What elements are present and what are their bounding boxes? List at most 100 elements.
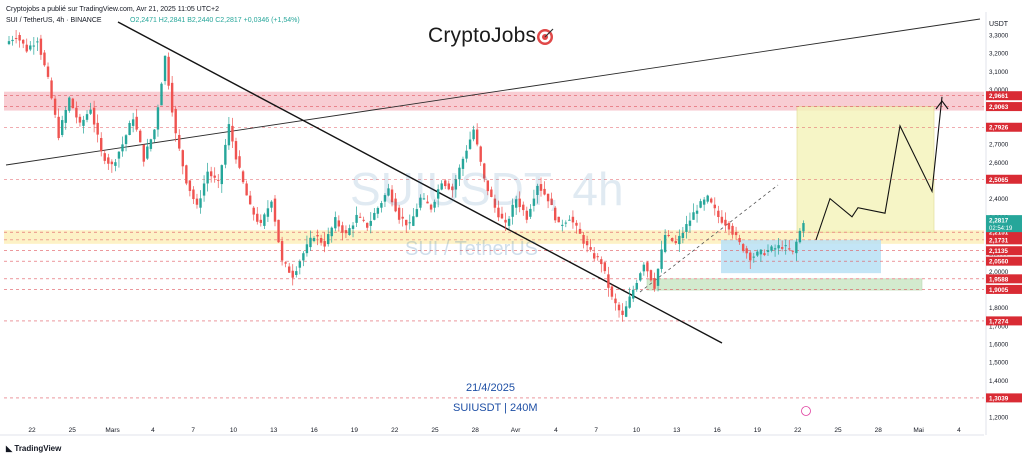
candle-body — [64, 110, 67, 123]
candle-body — [220, 165, 223, 185]
candle-body — [82, 119, 85, 126]
candle-body — [245, 183, 248, 196]
candle-body — [475, 129, 479, 145]
candle-body — [78, 116, 82, 123]
candle-body — [702, 199, 706, 205]
candle-body — [447, 183, 450, 190]
price-tick-label: 1,7000 — [989, 323, 1009, 330]
price-tick-label: 2,6000 — [989, 160, 1009, 167]
candle-body — [75, 107, 78, 118]
candle-body — [397, 207, 401, 220]
time-tick-label: 16 — [713, 427, 721, 434]
candle-body — [667, 234, 670, 236]
candle-body — [139, 130, 142, 143]
candle-body — [600, 259, 603, 265]
candle-body — [337, 220, 341, 227]
candle-body — [107, 157, 110, 164]
candle-body — [362, 219, 365, 221]
candle-body — [234, 141, 238, 160]
time-tick-label: 25 — [834, 427, 842, 434]
candle-body — [656, 268, 660, 286]
candle-body — [206, 171, 209, 184]
candle-body — [163, 55, 167, 82]
candle-body — [117, 151, 121, 159]
candle-body — [160, 83, 163, 106]
countdown-label: 02:54:19 — [989, 226, 1013, 232]
time-tick-label: 22 — [28, 427, 36, 434]
time-tick-label: 7 — [191, 427, 195, 434]
candle-body — [514, 199, 518, 208]
candle-body — [149, 139, 153, 149]
projected-path — [815, 96, 943, 241]
brand-title: CryptoJobs — [428, 24, 537, 47]
candle-body — [596, 256, 599, 258]
dartboard-target-icon — [537, 28, 554, 45]
candle-body — [617, 304, 621, 311]
candle-body — [32, 45, 36, 47]
candle-body — [507, 218, 511, 226]
candle-body — [731, 225, 734, 235]
candle-body — [621, 310, 624, 315]
price-tick-label: 3,2000 — [989, 51, 1009, 58]
level-tag — [986, 227, 1022, 237]
candle-body — [497, 207, 500, 218]
time-tick-label: 4 — [554, 427, 558, 434]
candle-body — [642, 264, 646, 272]
candle-body — [766, 250, 770, 252]
candle-body — [557, 216, 560, 223]
time-tick-label: 4 — [957, 427, 961, 434]
candle-body — [61, 120, 64, 135]
candle-body — [561, 224, 564, 226]
candle-body — [734, 231, 738, 236]
candle-body — [217, 179, 220, 181]
candle-body — [110, 161, 114, 165]
candle-body — [773, 248, 777, 250]
candle-body — [688, 220, 692, 226]
candle-body — [674, 241, 677, 244]
time-tick-label: 10 — [230, 427, 238, 434]
candle-body — [444, 180, 447, 187]
candle-body — [146, 146, 149, 159]
candle-body — [468, 139, 472, 149]
candle-body — [39, 38, 43, 55]
candle-body — [408, 222, 411, 224]
candle-body — [71, 98, 75, 109]
candle-body — [405, 219, 408, 226]
price-tick-label: 2,7000 — [989, 142, 1009, 149]
candle-body — [355, 214, 358, 223]
candle-body — [295, 271, 298, 275]
candle-body — [756, 251, 759, 256]
time-tick-label: Avr — [511, 427, 521, 434]
level-tag — [986, 246, 1022, 256]
demand-box — [721, 239, 881, 274]
candle-body — [593, 253, 596, 259]
time-tick-label: 10 — [633, 427, 641, 434]
symbol-line[interactable]: SUI / TetherUS, 4h · BINANCE — [6, 17, 102, 24]
time-tick-label: 19 — [754, 427, 762, 434]
candle-body — [546, 193, 550, 202]
candle-body — [798, 230, 802, 243]
candle-body — [195, 198, 199, 205]
dashed-channel-line — [639, 184, 779, 293]
candle-body — [280, 241, 284, 261]
ohlc-readout: O2,2471 H2,2841 B2,2440 C2,2817 +0,0346 … — [130, 17, 300, 24]
candle-body — [46, 66, 50, 77]
level-tag-label: 2,9661 — [989, 93, 1009, 100]
candle-body — [266, 208, 270, 217]
level-tag — [986, 235, 1022, 245]
candle-body — [174, 108, 177, 134]
candle-body — [685, 224, 688, 232]
candle-body — [14, 38, 18, 40]
price-tick-label: 3,0000 — [989, 87, 1009, 94]
candle-body — [454, 179, 458, 190]
candle-body — [639, 273, 642, 281]
candle-body — [564, 222, 568, 224]
candle-body — [777, 245, 780, 249]
candle-body — [483, 163, 486, 179]
candle-body — [646, 262, 649, 272]
candle-body — [649, 270, 653, 281]
level-tag — [986, 256, 1022, 266]
candle-body — [7, 41, 11, 45]
candle-body — [309, 237, 312, 248]
